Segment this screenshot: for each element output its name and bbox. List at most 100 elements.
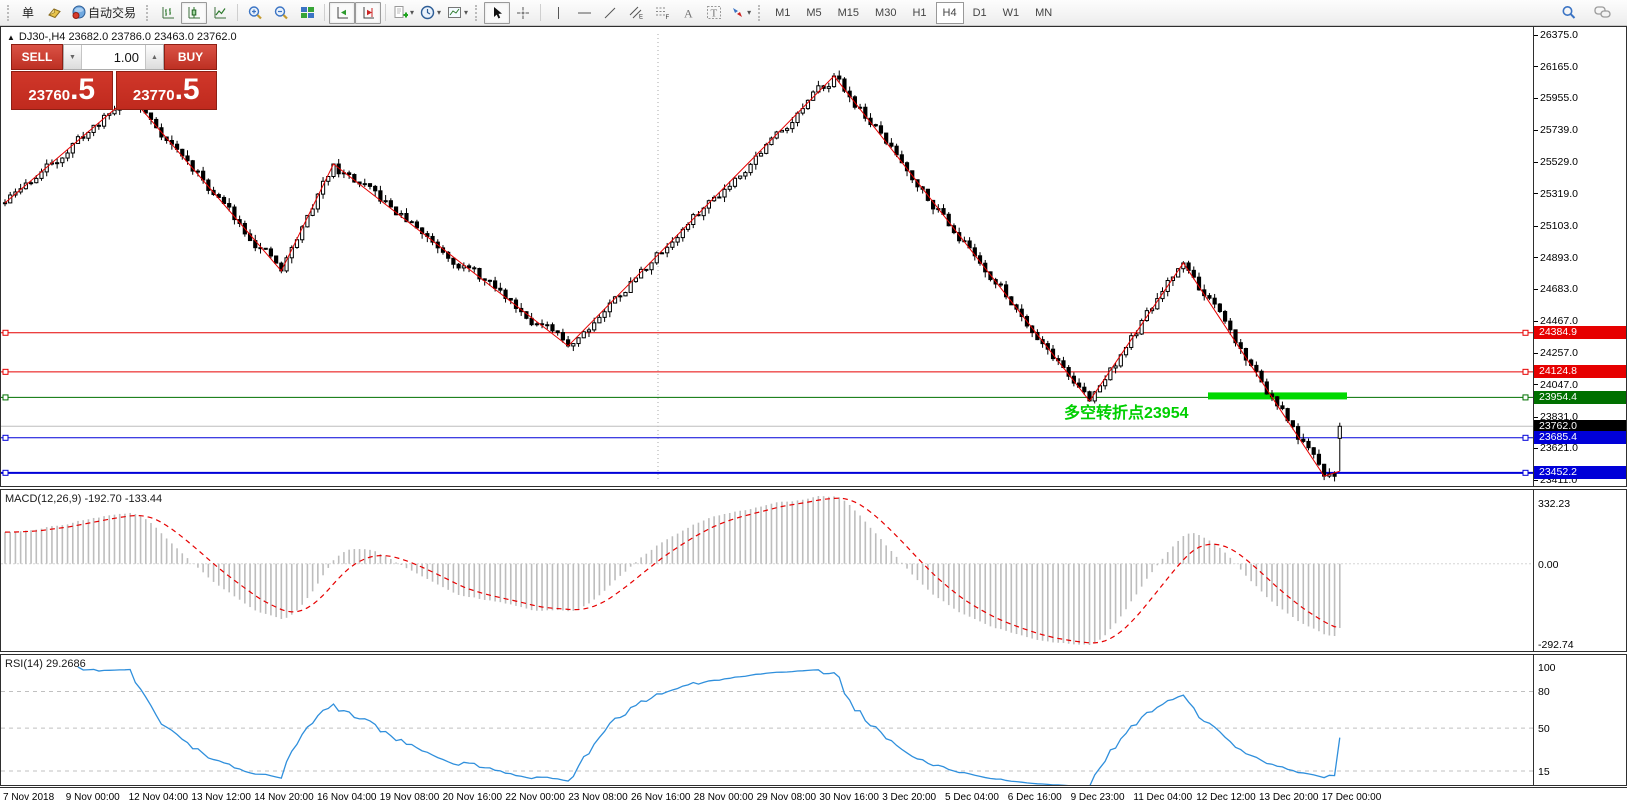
templates-button[interactable]: ▾ [444, 2, 471, 24]
line-handle[interactable] [1522, 329, 1529, 336]
toolbar-separator [237, 4, 239, 21]
price-tick: 23621.0 [1534, 442, 1578, 454]
tile-windows-button[interactable] [294, 2, 320, 24]
line-handle[interactable] [2, 434, 9, 441]
time-label: 29 Nov 08:00 [756, 792, 817, 803]
buy-button[interactable]: BUY [164, 44, 217, 70]
main-chart-panel: ▲ DJ30-,H4 23682.0 23786.0 23463.0 23762… [0, 26, 1534, 487]
book-icon[interactable] [42, 2, 68, 24]
macd-axis-value: -292.74 [1538, 639, 1574, 651]
chat-icon[interactable] [1590, 2, 1616, 24]
toolbar-right [1556, 2, 1624, 24]
green-level-segment[interactable] [1208, 392, 1347, 400]
indicators-button[interactable]: ▾ [390, 2, 417, 24]
line-handle[interactable] [1522, 434, 1529, 441]
dropdown-arrow-icon: ▾ [464, 8, 469, 17]
sell-price-button[interactable]: 23760.5 [11, 71, 113, 110]
timeframe-MN[interactable]: MN [1035, 6, 1053, 19]
text-button[interactable]: A [675, 2, 701, 24]
time-label: 20 Nov 16:00 [442, 792, 503, 803]
autotrade-button[interactable]: 自动交易 [68, 2, 142, 24]
time-label: 12 Nov 04:00 [128, 792, 189, 803]
collapse-arrow-icon[interactable]: ▲ [7, 32, 15, 42]
autotrade-label: 自动交易 [88, 6, 137, 20]
time-label: 28 Nov 00:00 [693, 792, 754, 803]
svg-text:A: A [684, 6, 693, 20]
cursor-button[interactable] [484, 1, 511, 24]
toolbar-separator [324, 4, 326, 21]
trendline-button[interactable] [597, 2, 623, 24]
zigzag-line[interactable] [4, 75, 1340, 477]
fibonacci-button[interactable]: F [649, 2, 675, 24]
time-label: 6 Dec 16:00 [1007, 792, 1062, 803]
vertical-line-button[interactable] [545, 2, 571, 24]
line-handle[interactable] [1522, 368, 1529, 375]
time-label: 13 Dec 20:00 [1259, 792, 1319, 803]
buy-price-main: 23770 [132, 87, 175, 104]
time-label: 13 Nov 12:00 [191, 792, 251, 803]
svg-text:F: F [666, 15, 670, 20]
line-handle[interactable] [2, 469, 9, 476]
rsi-line [77, 666, 1341, 785]
new-order-label: 单 [21, 6, 34, 20]
autotrade-icon [72, 5, 86, 19]
zoom-in-button[interactable] [242, 2, 268, 24]
price-tick: 26375.0 [1534, 29, 1578, 41]
shapes-button[interactable]: ▾ [727, 2, 754, 24]
timeframe-M15[interactable]: M15 [837, 6, 860, 19]
macd-canvas[interactable] [1, 490, 1533, 651]
annotation-text[interactable]: 多空转折点23954 [1064, 405, 1189, 422]
periods-button[interactable]: ▾ [417, 2, 444, 24]
timeframe-M5[interactable]: M5 [806, 6, 822, 19]
volume-up-button[interactable]: ▲ [145, 45, 163, 69]
text-label-button[interactable]: T [701, 2, 727, 24]
equidistant-channel-button[interactable]: E [623, 2, 649, 24]
toolbar-grip [146, 4, 151, 21]
chart-shift-button[interactable] [355, 1, 382, 24]
timeframe-H1[interactable]: H1 [912, 6, 927, 19]
timeframe-H4[interactable]: H4 [935, 1, 964, 24]
horizontal-line-button[interactable] [571, 2, 597, 24]
sell-button[interactable]: SELL [11, 44, 63, 70]
zoom-out-button[interactable] [268, 2, 294, 24]
price-tick: 25955.0 [1534, 92, 1578, 104]
price-tick: 26165.0 [1534, 61, 1578, 73]
volume-down-button[interactable]: ▼ [64, 45, 82, 69]
toolbar-grip [758, 4, 763, 21]
line-handle[interactable] [1522, 469, 1529, 476]
buy-price-pips: .5 [174, 73, 200, 106]
timeframe-bar: M1 M5 M15 M30 H1 H4 D1 W1 MN [767, 1, 1060, 24]
line-chart-button[interactable] [207, 2, 233, 24]
line-handle[interactable] [2, 394, 9, 401]
time-label: 19 Nov 08:00 [379, 792, 440, 803]
time-label: 30 Nov 16:00 [819, 792, 879, 803]
buy-price-button[interactable]: 23770.5 [115, 71, 217, 110]
macd-axis-value: 0.00 [1538, 558, 1559, 571]
price-tick: 24467.0 [1534, 315, 1578, 327]
search-icon[interactable] [1556, 2, 1582, 24]
timeframe-W1[interactable]: W1 [1002, 6, 1020, 19]
time-axis[interactable]: 7 Nov 2018 9 Nov 00:00 12 Nov 04:00 13 Nov … [0, 787, 1627, 811]
line-handle[interactable] [1522, 394, 1529, 401]
auto-scroll-button[interactable] [329, 1, 356, 24]
line-handle[interactable] [2, 368, 9, 375]
new-order-button[interactable]: 单 [16, 2, 42, 24]
price-marker-23762.0: 23762.0 [1534, 419, 1626, 433]
time-label: 5 Dec 04:00 [945, 792, 999, 803]
time-label: 3 Dec 20:00 [882, 792, 937, 803]
toolbar: 单 自动交易 [0, 0, 1627, 26]
timeframe-M30[interactable]: M30 [875, 6, 897, 19]
bar-chart-button[interactable] [155, 2, 181, 24]
timeframe-M1[interactable]: M1 [775, 6, 791, 19]
rsi-canvas[interactable] [1, 655, 1533, 785]
line-handle[interactable] [2, 329, 9, 336]
sell-price-main: 23760 [28, 87, 71, 104]
candlestick-chart-button[interactable] [181, 1, 208, 24]
volume-input[interactable]: 1.00 [113, 49, 139, 65]
sell-price-pips: .5 [70, 73, 96, 106]
price-marker-23954.4: 23954.4 [1534, 390, 1626, 404]
main-chart-canvas[interactable] [1, 27, 1533, 486]
timeframe-D1[interactable]: D1 [972, 6, 987, 19]
crosshair-button[interactable] [510, 2, 536, 24]
